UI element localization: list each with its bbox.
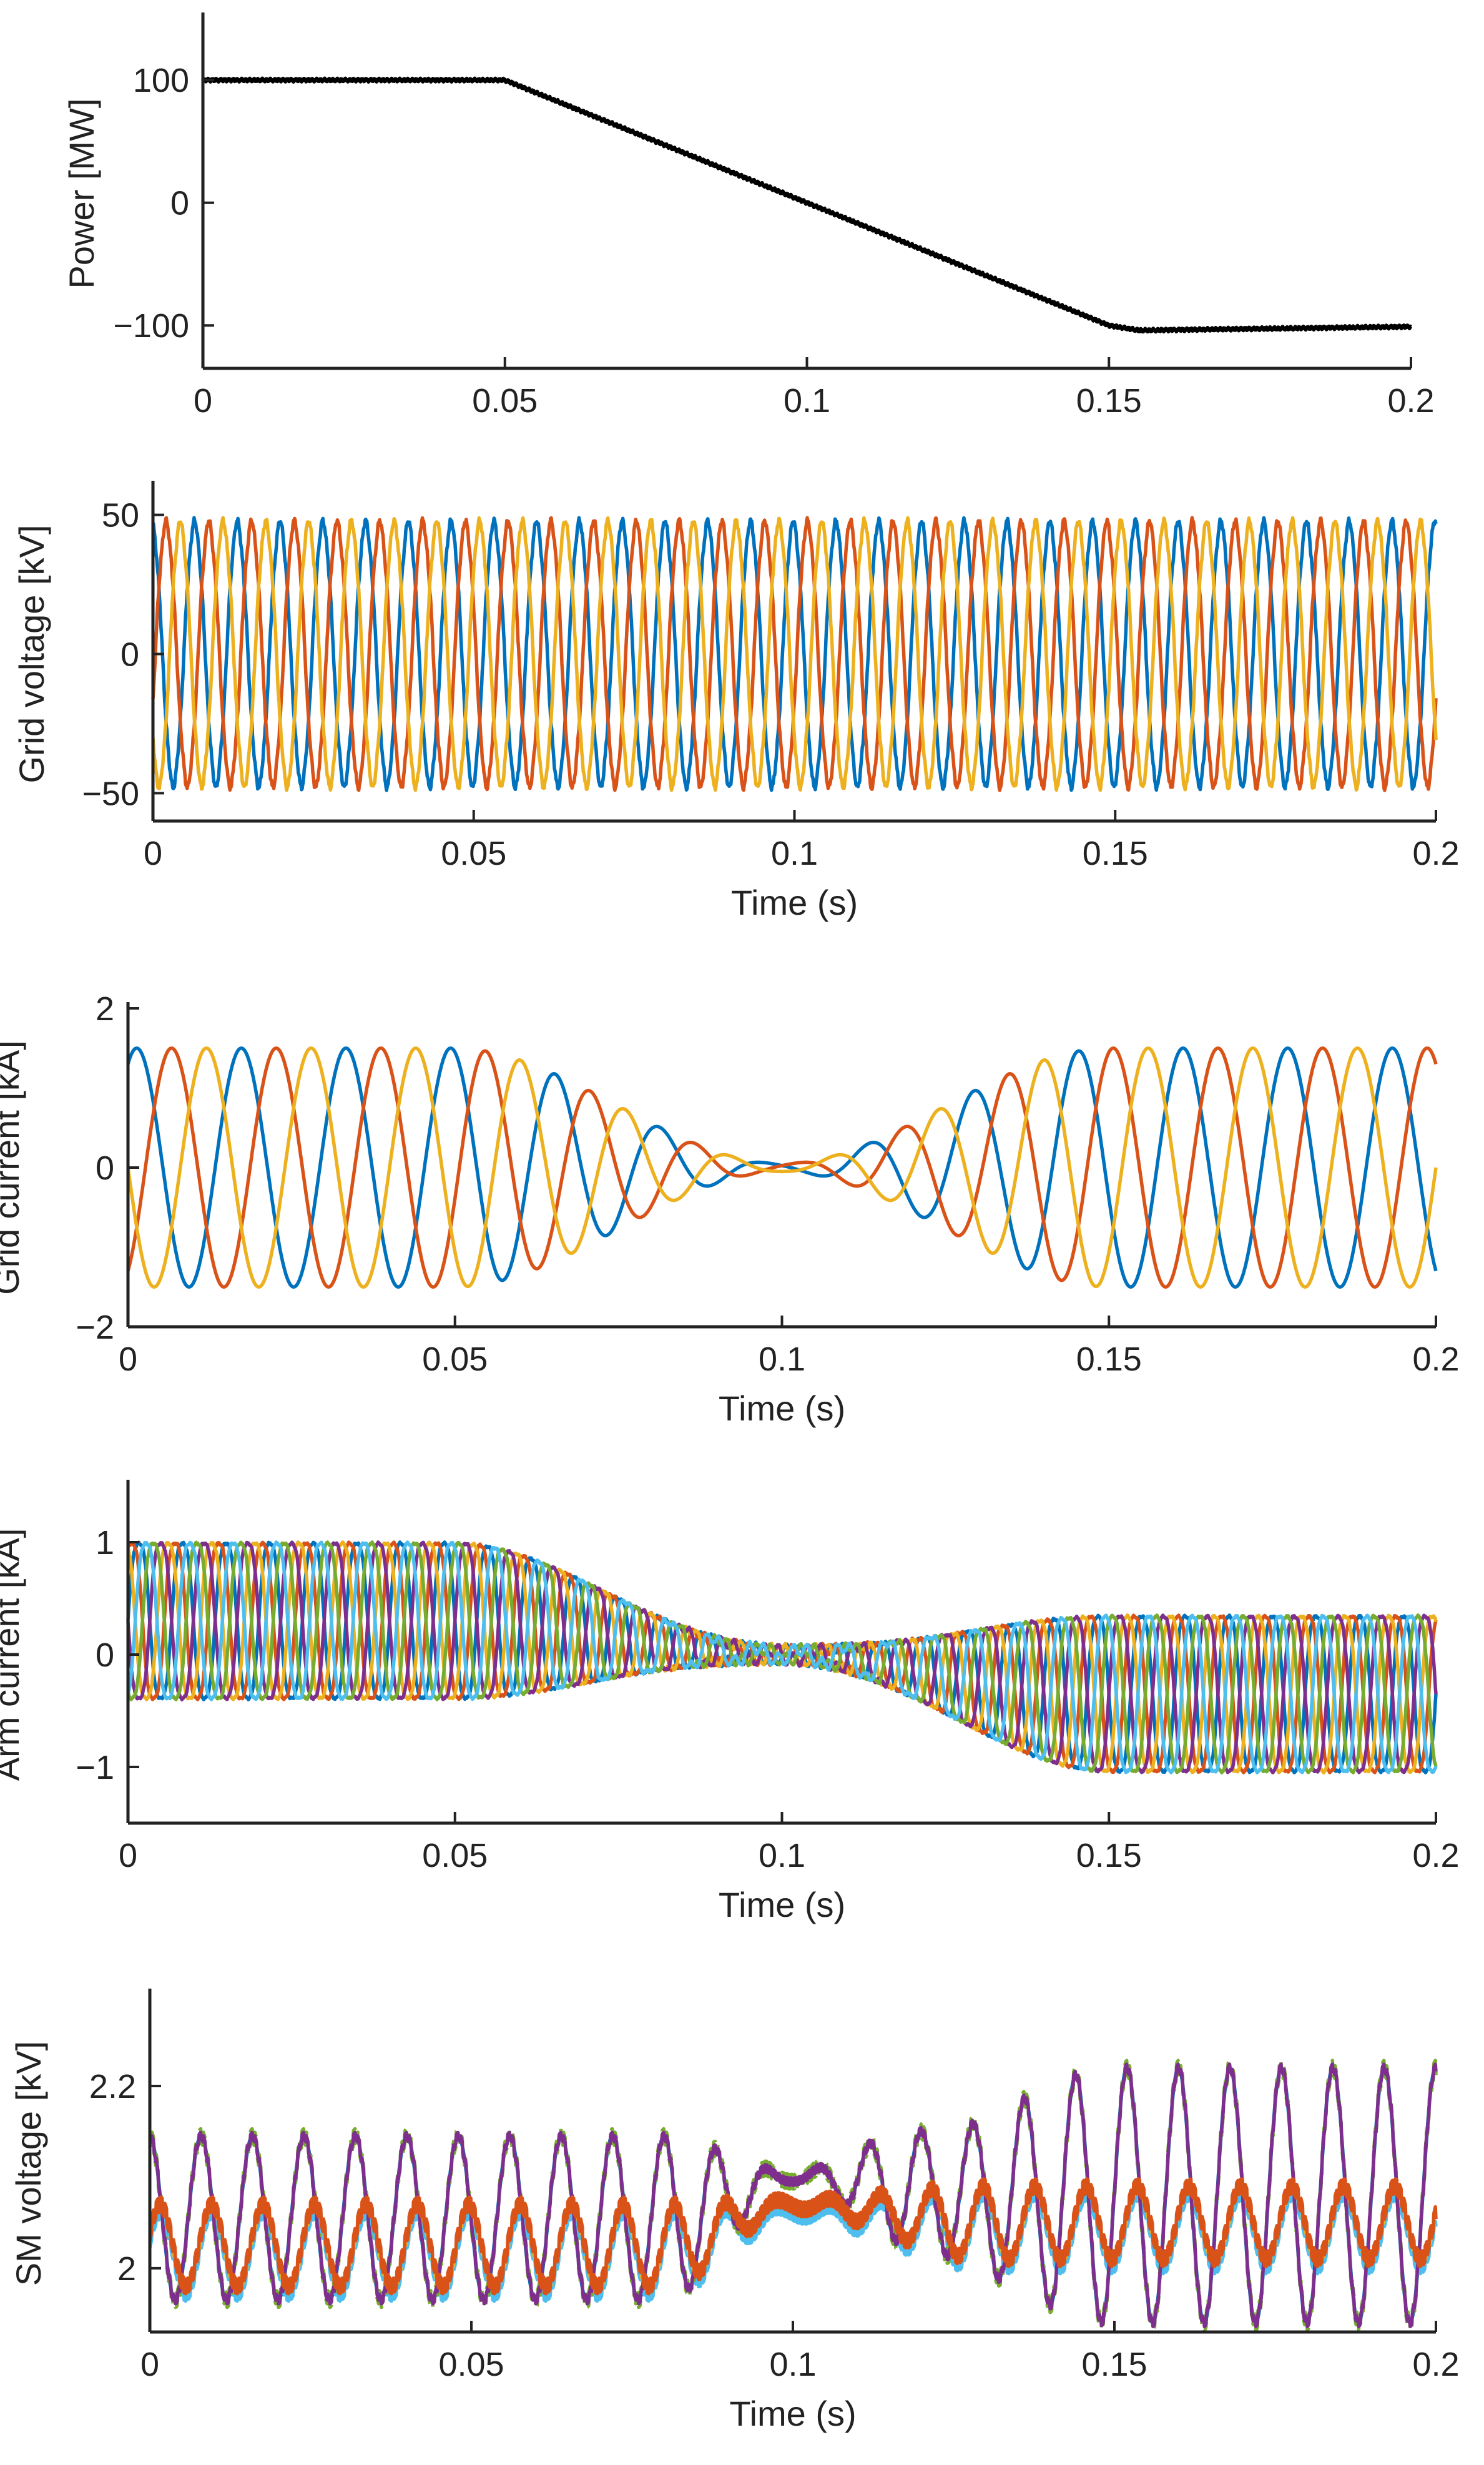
grid_voltage-series-2 <box>151 516 1438 792</box>
grid_voltage-y-tick-label: −50 <box>82 775 139 812</box>
grid_voltage-x-tick-label: 0.2 <box>1412 835 1459 872</box>
power-x-tick-label: 0.2 <box>1387 382 1434 420</box>
grid_current-y-tick-label: 0 <box>96 1149 114 1187</box>
arm_current-y-tick-label: 0 <box>96 1636 114 1674</box>
grid_voltage-y-axis-label: Grid voltage [kV] <box>12 525 51 784</box>
grid_voltage-x-tick-label: 0.05 <box>441 835 506 872</box>
sm_voltage-y-axis-label: SM voltage [kV] <box>9 2041 48 2286</box>
grid_current-x-tick-label: 0.15 <box>1076 1341 1142 1378</box>
sm_voltage-x-tick-label: 0.2 <box>1412 2346 1459 2383</box>
grid_voltage-y-tick-label: 0 <box>120 636 139 674</box>
sm_voltage-x-tick-label: 0.1 <box>769 2346 816 2383</box>
power-y-tick-label: 0 <box>170 185 189 222</box>
grid_voltage-x-tick-label: 0.1 <box>771 835 818 872</box>
arm_current-x-axis-label: Time (s) <box>719 1885 845 1924</box>
grid_voltage-series-3 <box>151 516 1438 792</box>
sm_voltage-x-tick-label: 0 <box>140 2346 159 2383</box>
arm_current-series-6 <box>126 1540 1438 1774</box>
arm_current-x-tick-label: 0 <box>119 1837 137 1874</box>
grid_current-y-tick-label: −2 <box>76 1309 114 1346</box>
arm_current-y-tick-label: 1 <box>96 1524 114 1562</box>
power-y-axis-label: Power [MW] <box>62 99 101 289</box>
sm_voltage-series-5 <box>149 2062 1438 2328</box>
power-series-1 <box>201 76 1413 334</box>
sm_voltage-series-2 <box>148 2192 1438 2303</box>
arm_current-x-tick-label: 0.15 <box>1076 1837 1142 1874</box>
arm_current-chart: 0 0.05 0.1 0.15 0.2 −1 0 1 Arm current [kA] Time … <box>0 1480 1460 1924</box>
power-x-tick-label: 0 <box>194 382 212 420</box>
grid_current-x-tick-label: 0.2 <box>1412 1341 1459 1378</box>
sm_voltage-chart: 0 0.05 0.1 0.15 0.2 2 2.2 SM voltage [kV] Time (… <box>9 1989 1460 2433</box>
power-x-tick-label: 0.1 <box>784 382 830 420</box>
sm_voltage-x-tick-label: 0.15 <box>1081 2346 1147 2383</box>
grid_current-y-tick-label: 2 <box>96 990 114 1028</box>
grid_voltage-x-axis-label: Time (s) <box>731 883 858 922</box>
grid_current-x-tick-label: 0 <box>119 1341 137 1378</box>
grid_current-series-3 <box>126 1046 1438 1289</box>
sm_voltage-x-tick-label: 0.05 <box>438 2346 504 2383</box>
power-x-tick-label: 0.05 <box>472 382 538 420</box>
power-y-tick-label: 100 <box>133 62 189 99</box>
power-x-tick-label: 0.15 <box>1076 382 1142 420</box>
grid_current-y-axis-label: Grid current [kA] <box>0 1040 26 1295</box>
grid_voltage-x-tick-label: 0 <box>144 835 162 872</box>
arm_current-x-tick-label: 0.1 <box>759 1837 805 1874</box>
sm_voltage-x-axis-label: Time (s) <box>729 2394 856 2433</box>
arm_current-x-tick-label: 0.05 <box>422 1837 488 1874</box>
sm_voltage-series-6 <box>148 2177 1438 2296</box>
sm_voltage-y-tick-label: 2.2 <box>89 2068 136 2105</box>
sm_voltage-y-tick-label: 2 <box>117 2250 136 2288</box>
grid_voltage-series-1 <box>152 516 1438 792</box>
grid_current-x-axis-label: Time (s) <box>719 1389 845 1428</box>
arm_current-x-tick-label: 0.2 <box>1412 1837 1459 1874</box>
grid_current-x-tick-label: 0.1 <box>759 1341 805 1378</box>
power-y-tick-label: −100 <box>113 307 189 345</box>
grid_voltage-x-tick-label: 0.15 <box>1083 835 1148 872</box>
arm_current-y-axis-label: Arm current [kA] <box>0 1528 26 1781</box>
arm_current-y-tick-label: −1 <box>76 1749 114 1786</box>
grid_voltage-y-tick-label: 50 <box>102 497 139 534</box>
grid_current-x-tick-label: 0.05 <box>422 1341 488 1378</box>
